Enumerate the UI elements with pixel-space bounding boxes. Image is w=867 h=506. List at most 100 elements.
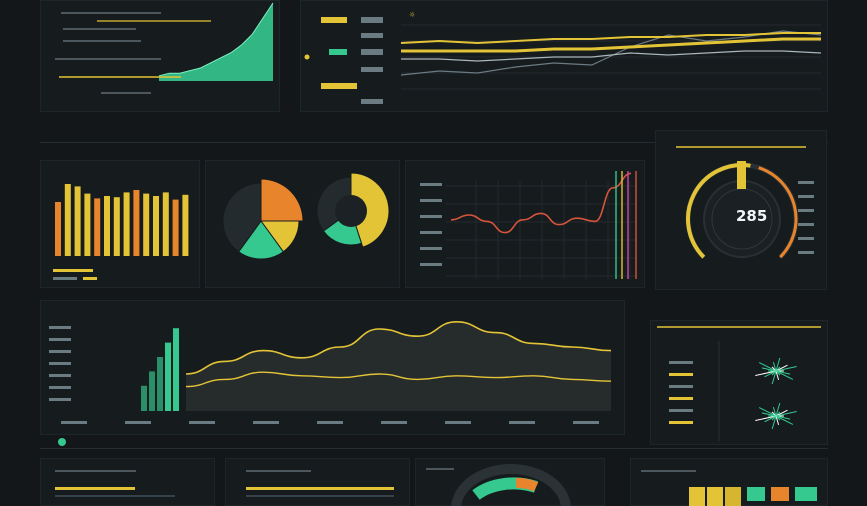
spark-ray bbox=[755, 370, 777, 377]
axis-label bbox=[49, 362, 71, 365]
pie-slice bbox=[260, 178, 304, 222]
spark-ray bbox=[772, 361, 777, 372]
pie-slice bbox=[350, 172, 390, 248]
spark-ray bbox=[758, 407, 777, 417]
spark-ray bbox=[775, 357, 781, 372]
gauge-label bbox=[798, 223, 814, 226]
bottom-progress-1 bbox=[55, 470, 175, 497]
axis-label bbox=[420, 183, 442, 186]
bottom-donut bbox=[426, 464, 571, 506]
bar bbox=[182, 194, 189, 256]
spark-ray bbox=[771, 415, 777, 430]
axis-label bbox=[49, 338, 71, 341]
spark-ray bbox=[775, 365, 797, 372]
axis-label bbox=[381, 421, 407, 424]
spark-label bbox=[669, 385, 693, 388]
series-line bbox=[401, 50, 822, 62]
legend-bars bbox=[304, 17, 383, 104]
bar bbox=[55, 202, 61, 256]
dual-line-chart bbox=[49, 320, 612, 424]
line-chart-panel bbox=[405, 160, 645, 288]
spark-label bbox=[669, 421, 693, 424]
area-fill bbox=[159, 3, 273, 81]
series-line bbox=[400, 32, 821, 45]
axis-label bbox=[420, 247, 442, 250]
bar bbox=[162, 192, 169, 256]
bar bbox=[157, 357, 163, 411]
area-fill bbox=[186, 321, 611, 411]
bar bbox=[133, 190, 140, 256]
axis-label bbox=[420, 263, 442, 266]
axis-label bbox=[253, 421, 279, 424]
gauge-label bbox=[798, 195, 814, 198]
axis-label bbox=[49, 398, 71, 401]
growth-area-chart bbox=[55, 2, 274, 94]
spark-label bbox=[669, 361, 693, 364]
gauge-label bbox=[798, 181, 814, 184]
axis-label bbox=[420, 215, 442, 218]
gauge-arc bbox=[758, 166, 798, 259]
gauge-label bbox=[798, 209, 814, 212]
spark-ray bbox=[775, 410, 797, 417]
top-right-panel: ☼ bbox=[300, 0, 828, 112]
pie-slice bbox=[316, 176, 352, 232]
gauge-label bbox=[798, 237, 814, 240]
spark-ray bbox=[775, 415, 794, 425]
axis-label bbox=[445, 421, 471, 424]
spark-ray bbox=[764, 370, 777, 378]
spark-ray bbox=[764, 415, 777, 423]
bar bbox=[141, 385, 147, 411]
spark-ray bbox=[755, 415, 777, 422]
gauge-value: 285 bbox=[736, 207, 768, 225]
spark-ray bbox=[775, 402, 781, 417]
bar bbox=[94, 198, 101, 256]
sparkle-widgets bbox=[657, 326, 821, 441]
bottom-panel-1 bbox=[40, 458, 215, 506]
gauge-needle bbox=[737, 161, 746, 189]
spark-ray bbox=[775, 364, 788, 372]
bar bbox=[84, 193, 91, 256]
bar bbox=[149, 371, 155, 411]
series-line bbox=[401, 37, 821, 53]
axis-label bbox=[49, 386, 71, 389]
multi-line-chart bbox=[400, 24, 822, 90]
bar-chart-panel bbox=[40, 160, 200, 288]
axis-label bbox=[573, 421, 599, 424]
bottom-panel-4 bbox=[630, 458, 828, 506]
big-chart-panel bbox=[40, 300, 625, 435]
bottom-panel-3 bbox=[415, 458, 605, 506]
bar bbox=[74, 186, 81, 256]
spark-ray bbox=[761, 412, 777, 417]
footer-divider bbox=[40, 448, 828, 449]
pie-slice bbox=[237, 220, 285, 260]
series-line bbox=[450, 172, 632, 234]
axis-label bbox=[49, 326, 71, 329]
line-chart-red bbox=[420, 171, 637, 279]
axis-label bbox=[61, 421, 87, 424]
spark-ray bbox=[772, 406, 777, 417]
axis-label bbox=[509, 421, 535, 424]
section-divider bbox=[40, 142, 828, 143]
top-left-panel bbox=[40, 0, 280, 112]
status-dot bbox=[58, 438, 66, 446]
axis-label bbox=[420, 231, 442, 234]
spark-ray bbox=[775, 415, 780, 426]
pie-slice bbox=[222, 182, 262, 253]
spark-ray bbox=[775, 370, 780, 381]
spark-ray bbox=[758, 362, 777, 372]
top-right-title-icon: ☼ bbox=[409, 11, 416, 19]
pie-hole bbox=[335, 195, 367, 227]
gauge-arc bbox=[686, 163, 751, 259]
spark-ray bbox=[761, 367, 777, 372]
area-line bbox=[158, 2, 274, 77]
axis-label bbox=[420, 199, 442, 202]
gauge-label bbox=[798, 251, 814, 254]
spark-label bbox=[669, 409, 693, 412]
bar bbox=[143, 193, 150, 256]
pie-chart-2 bbox=[316, 172, 390, 248]
bar bbox=[123, 192, 130, 256]
spark-label bbox=[669, 397, 693, 400]
pie-chart-1 bbox=[222, 178, 304, 260]
bar bbox=[64, 184, 71, 256]
right-mid-panel bbox=[650, 320, 828, 445]
